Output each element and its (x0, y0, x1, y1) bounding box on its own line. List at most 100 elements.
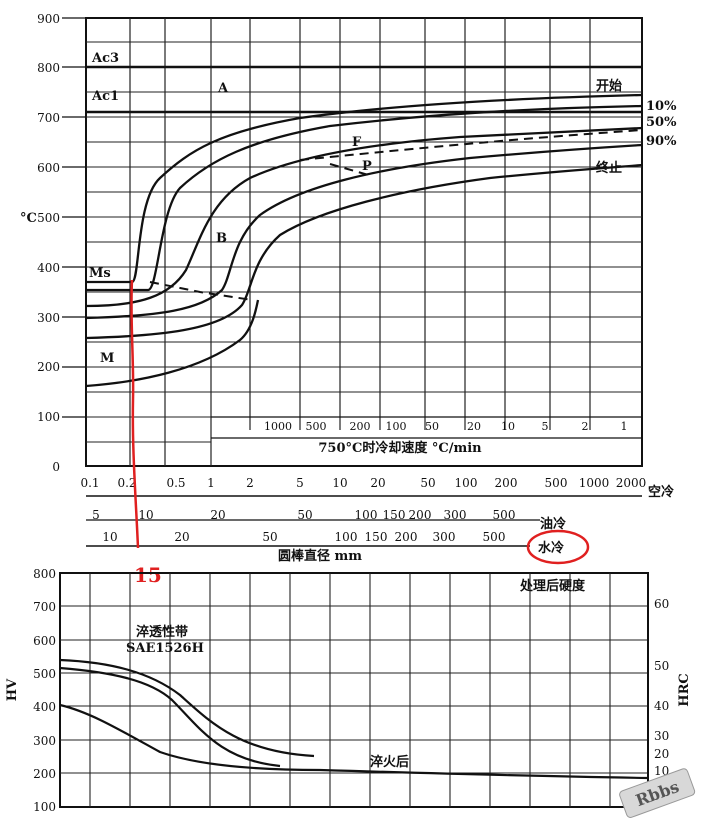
cct-curves (85, 93, 643, 388)
hrc-axis-label: HRC (677, 673, 692, 706)
hardness-labels: 处理后硬度 淬透性带 SAE1526H 淬火后 (126, 578, 586, 770)
rate-tick-50: 50 (425, 420, 439, 433)
water-cooling-ticks: 10 20 50 100 150 200 300 500 水冷 (102, 529, 590, 565)
oil-tick-200: 200 (409, 508, 432, 522)
pearlite-dashed (329, 163, 373, 177)
curve-90pct (85, 143, 643, 320)
hrc-axis: 60 50 40 30 20 10 HRC (647, 590, 692, 807)
hardness-upper (59, 658, 315, 758)
x-tick-0.2: 0.2 (117, 476, 136, 490)
rate-tick-200: 200 (350, 420, 371, 433)
curve-10pct (86, 104, 643, 292)
region-labels: A B F P M Ms (89, 81, 372, 366)
top-y-axis: 900 800 700 600 500 400 300 200 100 0 °C (20, 12, 86, 474)
oil-tick-10: 10 (138, 508, 153, 522)
x-tick-10: 10 (332, 476, 347, 490)
y-tick-marks (62, 17, 86, 418)
hrc-tick-20: 20 (654, 747, 669, 761)
rate-tick-20: 20 (467, 420, 481, 433)
rate-tick-5: 5 (542, 420, 549, 433)
y-tick-800: 800 (37, 61, 60, 75)
water-cooling-label: 水冷 (538, 540, 564, 556)
x-tick-50: 50 (420, 476, 435, 490)
x-tick-200: 200 (495, 476, 518, 490)
region-ms: Ms (89, 266, 111, 281)
water-tick-20: 20 (174, 530, 189, 544)
water-tick-200: 200 (395, 530, 418, 544)
top-chart: 900 800 700 600 500 400 300 200 100 0 °C… (20, 12, 677, 474)
rate-tick-1: 1 (621, 420, 628, 433)
water-tick-500: 500 (483, 530, 506, 544)
region-p: P (362, 159, 372, 174)
x-tick-0.5: 0.5 (166, 476, 185, 490)
hardness-horizontal-grid (60, 605, 648, 774)
diameter-label: 圆棒直径 mm (278, 548, 362, 564)
water-tick-50: 50 (262, 530, 277, 544)
hv-tick-100: 100 (33, 800, 56, 814)
y-tick-600: 600 (37, 161, 60, 175)
oil-tick-500: 500 (493, 508, 516, 522)
label-start: 开始 (596, 78, 622, 94)
rate-tick-500: 500 (306, 420, 327, 433)
curve-50pct (85, 126, 643, 308)
x-tick-100: 100 (455, 476, 478, 490)
sae-grade-label: SAE1526H (126, 641, 204, 656)
region-b: B (216, 231, 227, 246)
rate-tick-1000: 1000 (264, 420, 292, 433)
hrc-tick-60: 60 (654, 597, 669, 611)
oil-tick-20: 20 (210, 508, 225, 522)
rate-tick-2: 2 (582, 420, 589, 433)
y-tick-700: 700 (37, 111, 60, 125)
curve-finish (85, 163, 643, 340)
label-90pct: 90% (646, 134, 677, 149)
oil-cooling-label: 油冷 (540, 516, 566, 532)
hardness-title: 处理后硬度 (519, 578, 586, 594)
oil-tick-300: 300 (444, 508, 467, 522)
curve-martensite (85, 299, 260, 388)
water-cooling-circle (526, 529, 590, 565)
hardenability-band-label: 淬透性带 (136, 624, 188, 640)
hardness-lower (59, 666, 281, 768)
x-axis-scales: 0.1 0.2 0.5 1 2 5 10 20 50 100 200 500 1… (80, 476, 674, 565)
top-vertical-grid (129, 18, 591, 466)
y-tick-200: 200 (37, 360, 60, 374)
hrc-tick-40: 40 (654, 699, 669, 713)
red-mark-label: 15 (134, 563, 162, 587)
hv-tick-800: 800 (33, 567, 56, 581)
ms-dashed (149, 281, 253, 301)
top-horizontal-grid (86, 41, 642, 443)
curve-labels: 开始 10% 50% 90% 终止 (596, 78, 677, 176)
reference-lines: Ac3 Ac1 (86, 51, 642, 114)
oil-tick-100: 100 (355, 508, 378, 522)
y-tick-500: 500 (37, 211, 60, 225)
x-tick-2000: 2000 (616, 476, 647, 490)
cooling-rate-scale: 1000 500 200 100 50 20 10 5 2 1 750°C时冷却… (211, 416, 642, 456)
ac1-label: Ac1 (91, 89, 119, 104)
water-tick-100: 100 (335, 530, 358, 544)
x-tick-1: 1 (207, 476, 215, 490)
air-cooling-label: 空冷 (648, 484, 674, 500)
hv-tick-400: 400 (33, 700, 56, 714)
label-finish: 终止 (596, 160, 622, 176)
water-tick-300: 300 (433, 530, 456, 544)
x-tick-2: 2 (246, 476, 254, 490)
label-50pct: 50% (646, 115, 677, 130)
water-tick-10: 10 (102, 530, 117, 544)
hrc-tick-10: 10 (654, 764, 669, 778)
hv-tick-200: 200 (33, 767, 56, 781)
region-m: M (100, 351, 114, 366)
oil-cooling-ticks: 5 10 20 50 100 150 200 300 500 油冷 (92, 508, 566, 532)
air-cooling-ticks: 0.1 0.2 0.5 1 2 5 10 20 50 100 200 500 1… (80, 476, 674, 500)
hv-tick-300: 300 (33, 734, 56, 748)
label-10pct: 10% (646, 99, 677, 114)
hardness-chart: 800 700 600 500 400 300 200 100 HV 60 50… (5, 567, 696, 818)
hrc-tick-30: 30 (654, 729, 669, 743)
water-tick-150: 150 (365, 530, 388, 544)
hardness-quenched (59, 703, 649, 780)
cooling-rate-label: 750°C时冷却速度 °C/min (318, 440, 482, 456)
x-tick-5: 5 (296, 476, 304, 490)
x-tick-1000: 1000 (579, 476, 610, 490)
x-tick-20: 20 (370, 476, 385, 490)
hv-axis: 800 700 600 500 400 300 200 100 HV (5, 567, 56, 814)
curve-start (86, 93, 643, 284)
